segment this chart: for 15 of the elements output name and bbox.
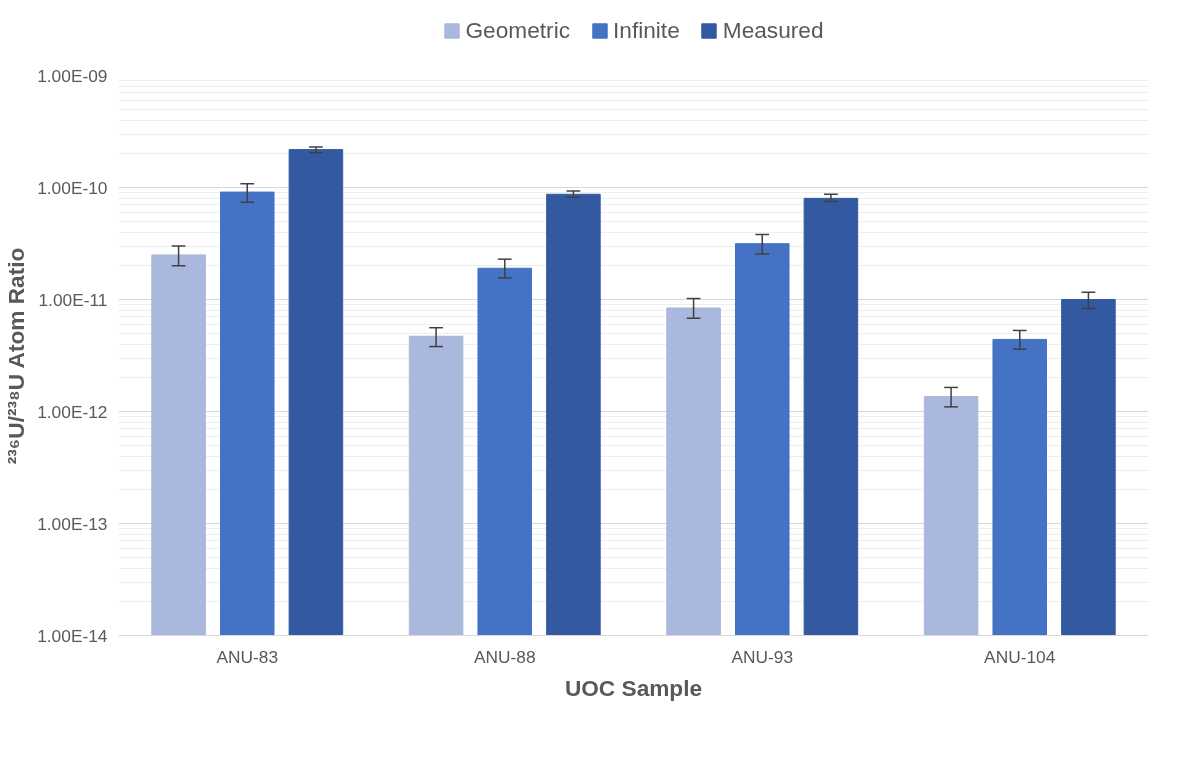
x-tick-label: ANU-83 [216,646,279,667]
x-tick-label: ANU-88 [473,646,536,667]
y-tick-label: 1.00E-13 [37,513,108,534]
legend-label: Geometric [465,16,570,44]
y-tick-label: 1.00E-09 [37,65,108,86]
legend-label: Infinite [612,16,680,44]
x-tick-label: ANU-93 [731,646,794,667]
y-tick-label: 1.00E-14 [37,625,108,646]
y-tick-label: 1.00E-11 [38,289,108,310]
x-tick-label: ANU-104 [984,646,1056,667]
legend-label: Measured [722,16,824,44]
y-tick-label: 1.00E-12 [37,401,108,422]
x-axis-title: UOC Sample [564,674,703,701]
y-axis-title: ²³⁶U/²³⁸U Atom Ratio [3,247,30,465]
y-tick-label: 1.00E-10 [37,177,108,198]
